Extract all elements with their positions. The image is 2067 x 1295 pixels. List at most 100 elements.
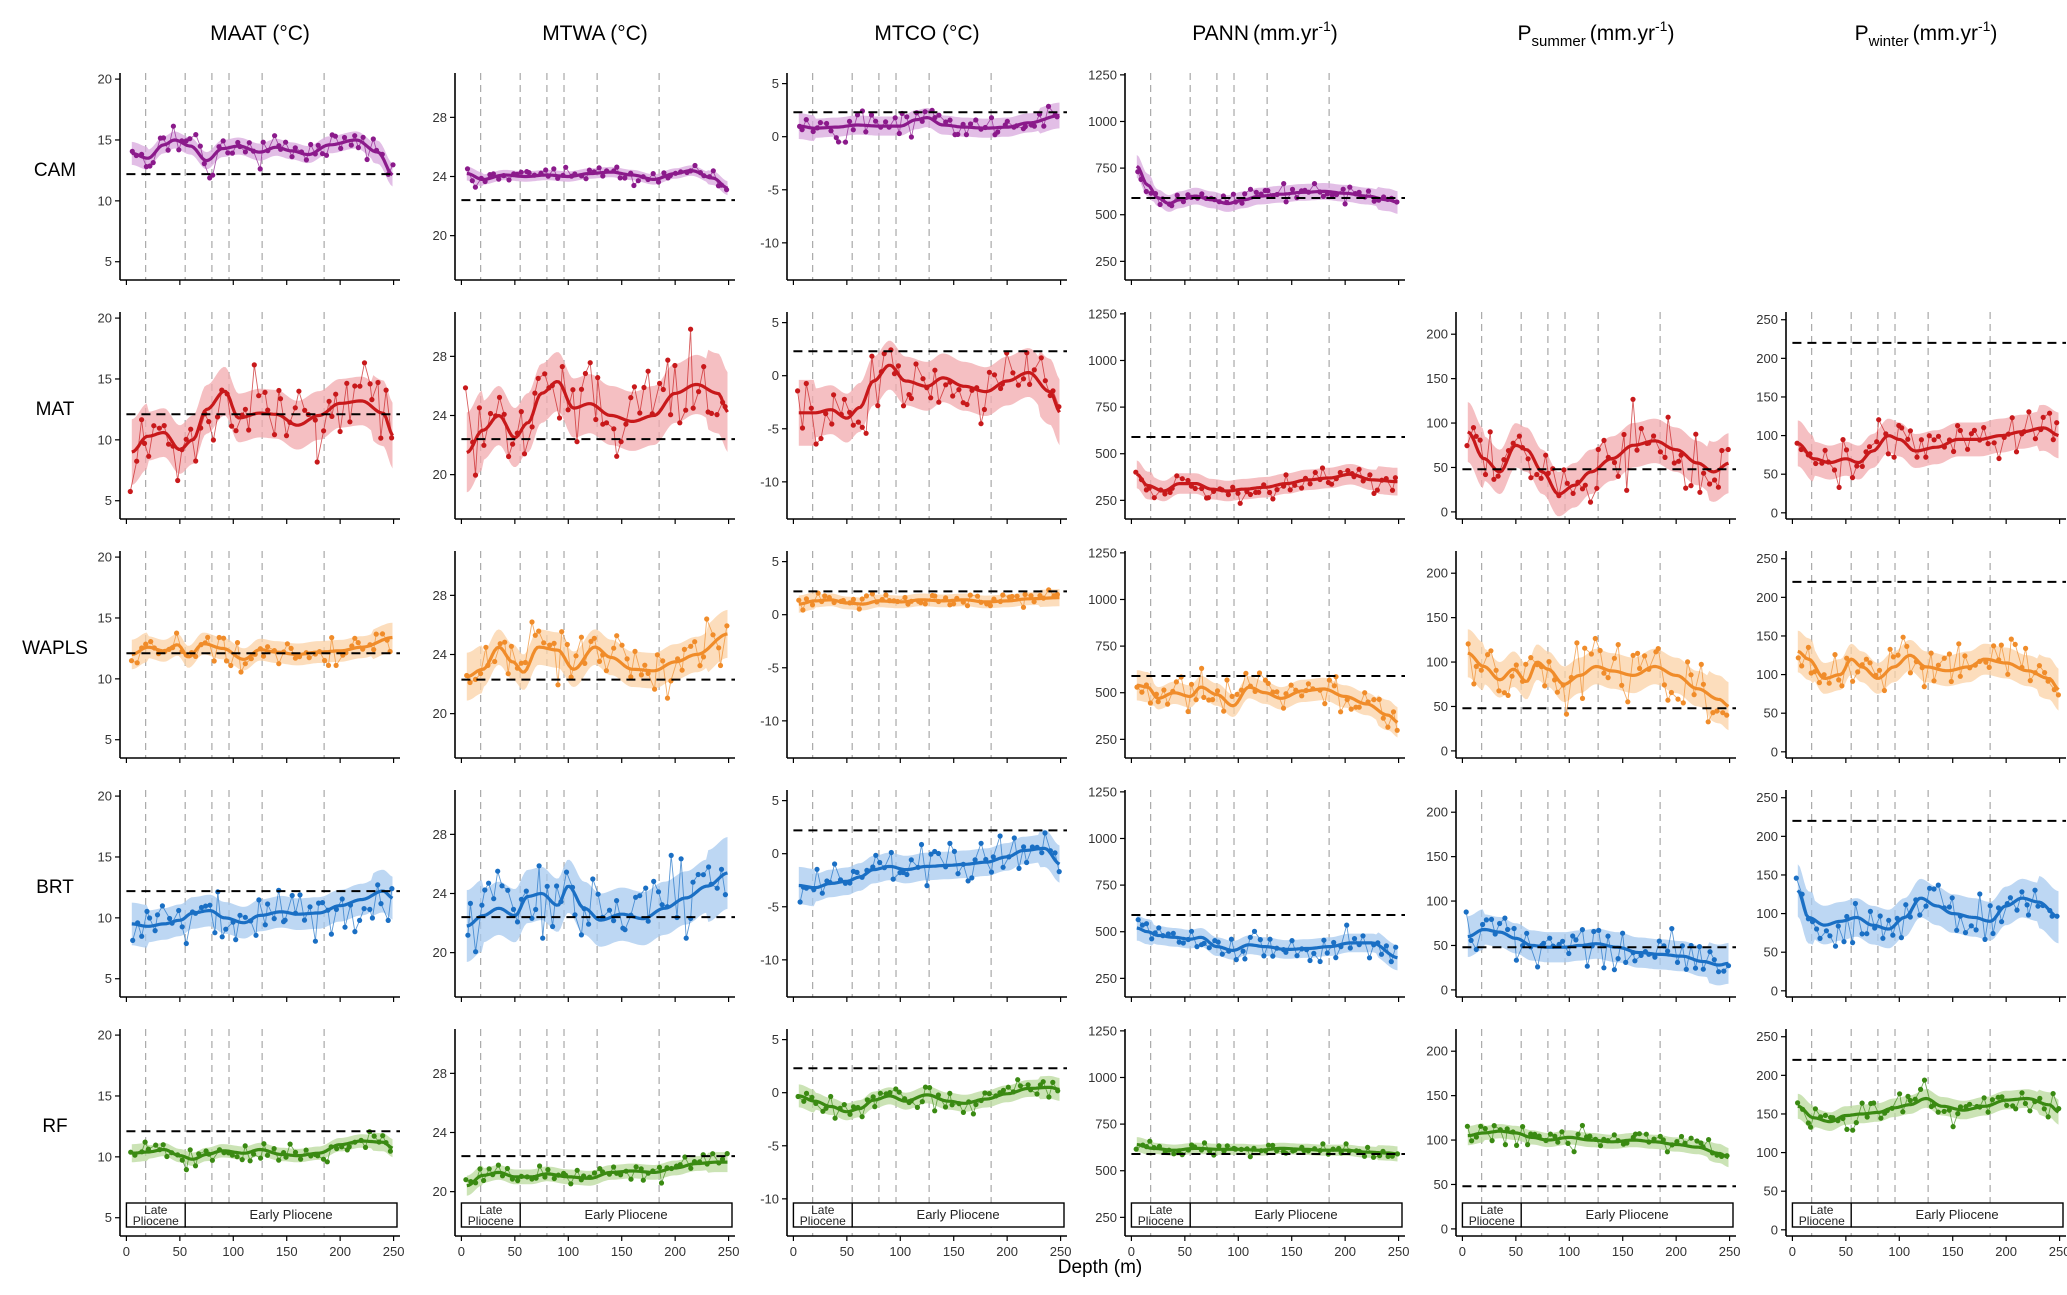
data-point (637, 893, 643, 899)
x-tick-label: 100 (1558, 1244, 1580, 1259)
data-point (1543, 452, 1549, 458)
data-point (1326, 677, 1332, 683)
smoothed-trend-line (466, 871, 728, 928)
data-point (467, 679, 473, 686)
data-point (329, 413, 335, 419)
y-tick-label: 200 (1756, 351, 1778, 366)
data-point (312, 417, 318, 423)
data-point (818, 435, 824, 442)
data-point (947, 1090, 953, 1096)
data-point (175, 477, 181, 484)
y-tick-label: 5 (105, 254, 112, 269)
data-point (943, 119, 949, 125)
data-point (1247, 491, 1253, 498)
data-point (1356, 704, 1362, 710)
data-point (863, 129, 869, 135)
y-tick-label: 100 (1426, 894, 1448, 909)
data-point (1636, 1131, 1642, 1137)
data-point (210, 172, 216, 178)
data-point (572, 912, 578, 918)
data-point (1365, 1144, 1371, 1150)
data-point (526, 170, 532, 176)
data-point (1547, 1131, 1553, 1137)
data-point (1133, 1146, 1139, 1152)
data-point (260, 653, 267, 659)
data-point (600, 173, 606, 179)
x-tick-label: 0 (790, 1244, 797, 1259)
smoothed-trend-line (1797, 426, 2060, 465)
data-point (2050, 437, 2056, 443)
data-point (1683, 485, 1689, 491)
data-point (1388, 959, 1394, 965)
data-point (277, 396, 284, 402)
data-point (832, 1115, 838, 1121)
x-tick-label: 100 (889, 1244, 911, 1259)
data-point (949, 1102, 955, 1108)
data-point (1656, 938, 1662, 944)
data-point (1265, 188, 1271, 194)
data-point (1844, 913, 1850, 920)
y-tick-label: 5 (772, 315, 779, 330)
y-tick-label: 20 (433, 228, 447, 243)
confidence-band (466, 837, 728, 962)
data-point (1497, 920, 1503, 927)
data-point (1340, 186, 1346, 192)
data-point (1345, 468, 1351, 474)
data-point (1362, 690, 1368, 696)
data-point (1579, 695, 1586, 702)
data-point (1907, 1097, 1913, 1104)
data-point (1031, 599, 1037, 605)
data-point (1813, 460, 1819, 467)
period-box (125, 1202, 398, 1228)
data-point (276, 387, 282, 394)
panel-mat-psummer: 0 50 100 150 200 (1426, 312, 1736, 524)
x-tick-label: 100 (1227, 1244, 1249, 1259)
data-point (1267, 489, 1273, 496)
confidence-band (1136, 154, 1398, 214)
data-point (913, 361, 919, 367)
column-title-1: MAAT (°C) (210, 22, 310, 45)
data-point (529, 424, 535, 430)
data-point (1611, 459, 1618, 466)
data-point (265, 901, 271, 907)
data-point (522, 659, 529, 666)
data-point (1638, 425, 1644, 432)
x-tick-label: 250 (1719, 1244, 1741, 1259)
y-tick-label: 500 (1095, 207, 1117, 222)
y-tick-label: 100 (1756, 667, 1778, 682)
data-point (1483, 917, 1489, 923)
data-point (697, 663, 703, 669)
data-point (312, 938, 318, 944)
data-point (1133, 469, 1139, 475)
data-point (1491, 476, 1497, 482)
period-label-late-line2: Pliocene (1138, 1214, 1184, 1228)
data-point (257, 166, 263, 172)
data-point (1711, 957, 1717, 963)
data-point (657, 380, 663, 386)
data-point (212, 930, 218, 936)
y-tick-label: 150 (1756, 1106, 1778, 1121)
panel-wapls-maat-c: 5 10 15 20 (98, 550, 400, 763)
y-tick-label: 200 (1756, 1068, 1778, 1083)
data-point (151, 423, 157, 429)
data-point (161, 423, 167, 429)
data-point (1836, 677, 1842, 683)
panel-wapls-pwinter: 0 50 100 150 200 250 (1756, 551, 2066, 763)
data-point (2009, 415, 2015, 421)
x-tick-label: 100 (557, 1244, 579, 1259)
data-point (1564, 480, 1570, 486)
y-tick-label: 500 (1095, 685, 1117, 700)
data-point (828, 1093, 834, 1100)
x-tick-label: 150 (1942, 1244, 1964, 1259)
data-point (518, 409, 524, 415)
data-point (881, 351, 887, 357)
data-point (611, 1164, 617, 1170)
data-point (995, 129, 1001, 135)
data-point (1954, 927, 1960, 933)
data-point (681, 646, 688, 653)
data-point (472, 472, 479, 478)
y-tick-label: 100 (1756, 428, 1778, 443)
data-point (1505, 926, 1511, 933)
data-point (128, 658, 135, 664)
data-point (596, 658, 603, 665)
